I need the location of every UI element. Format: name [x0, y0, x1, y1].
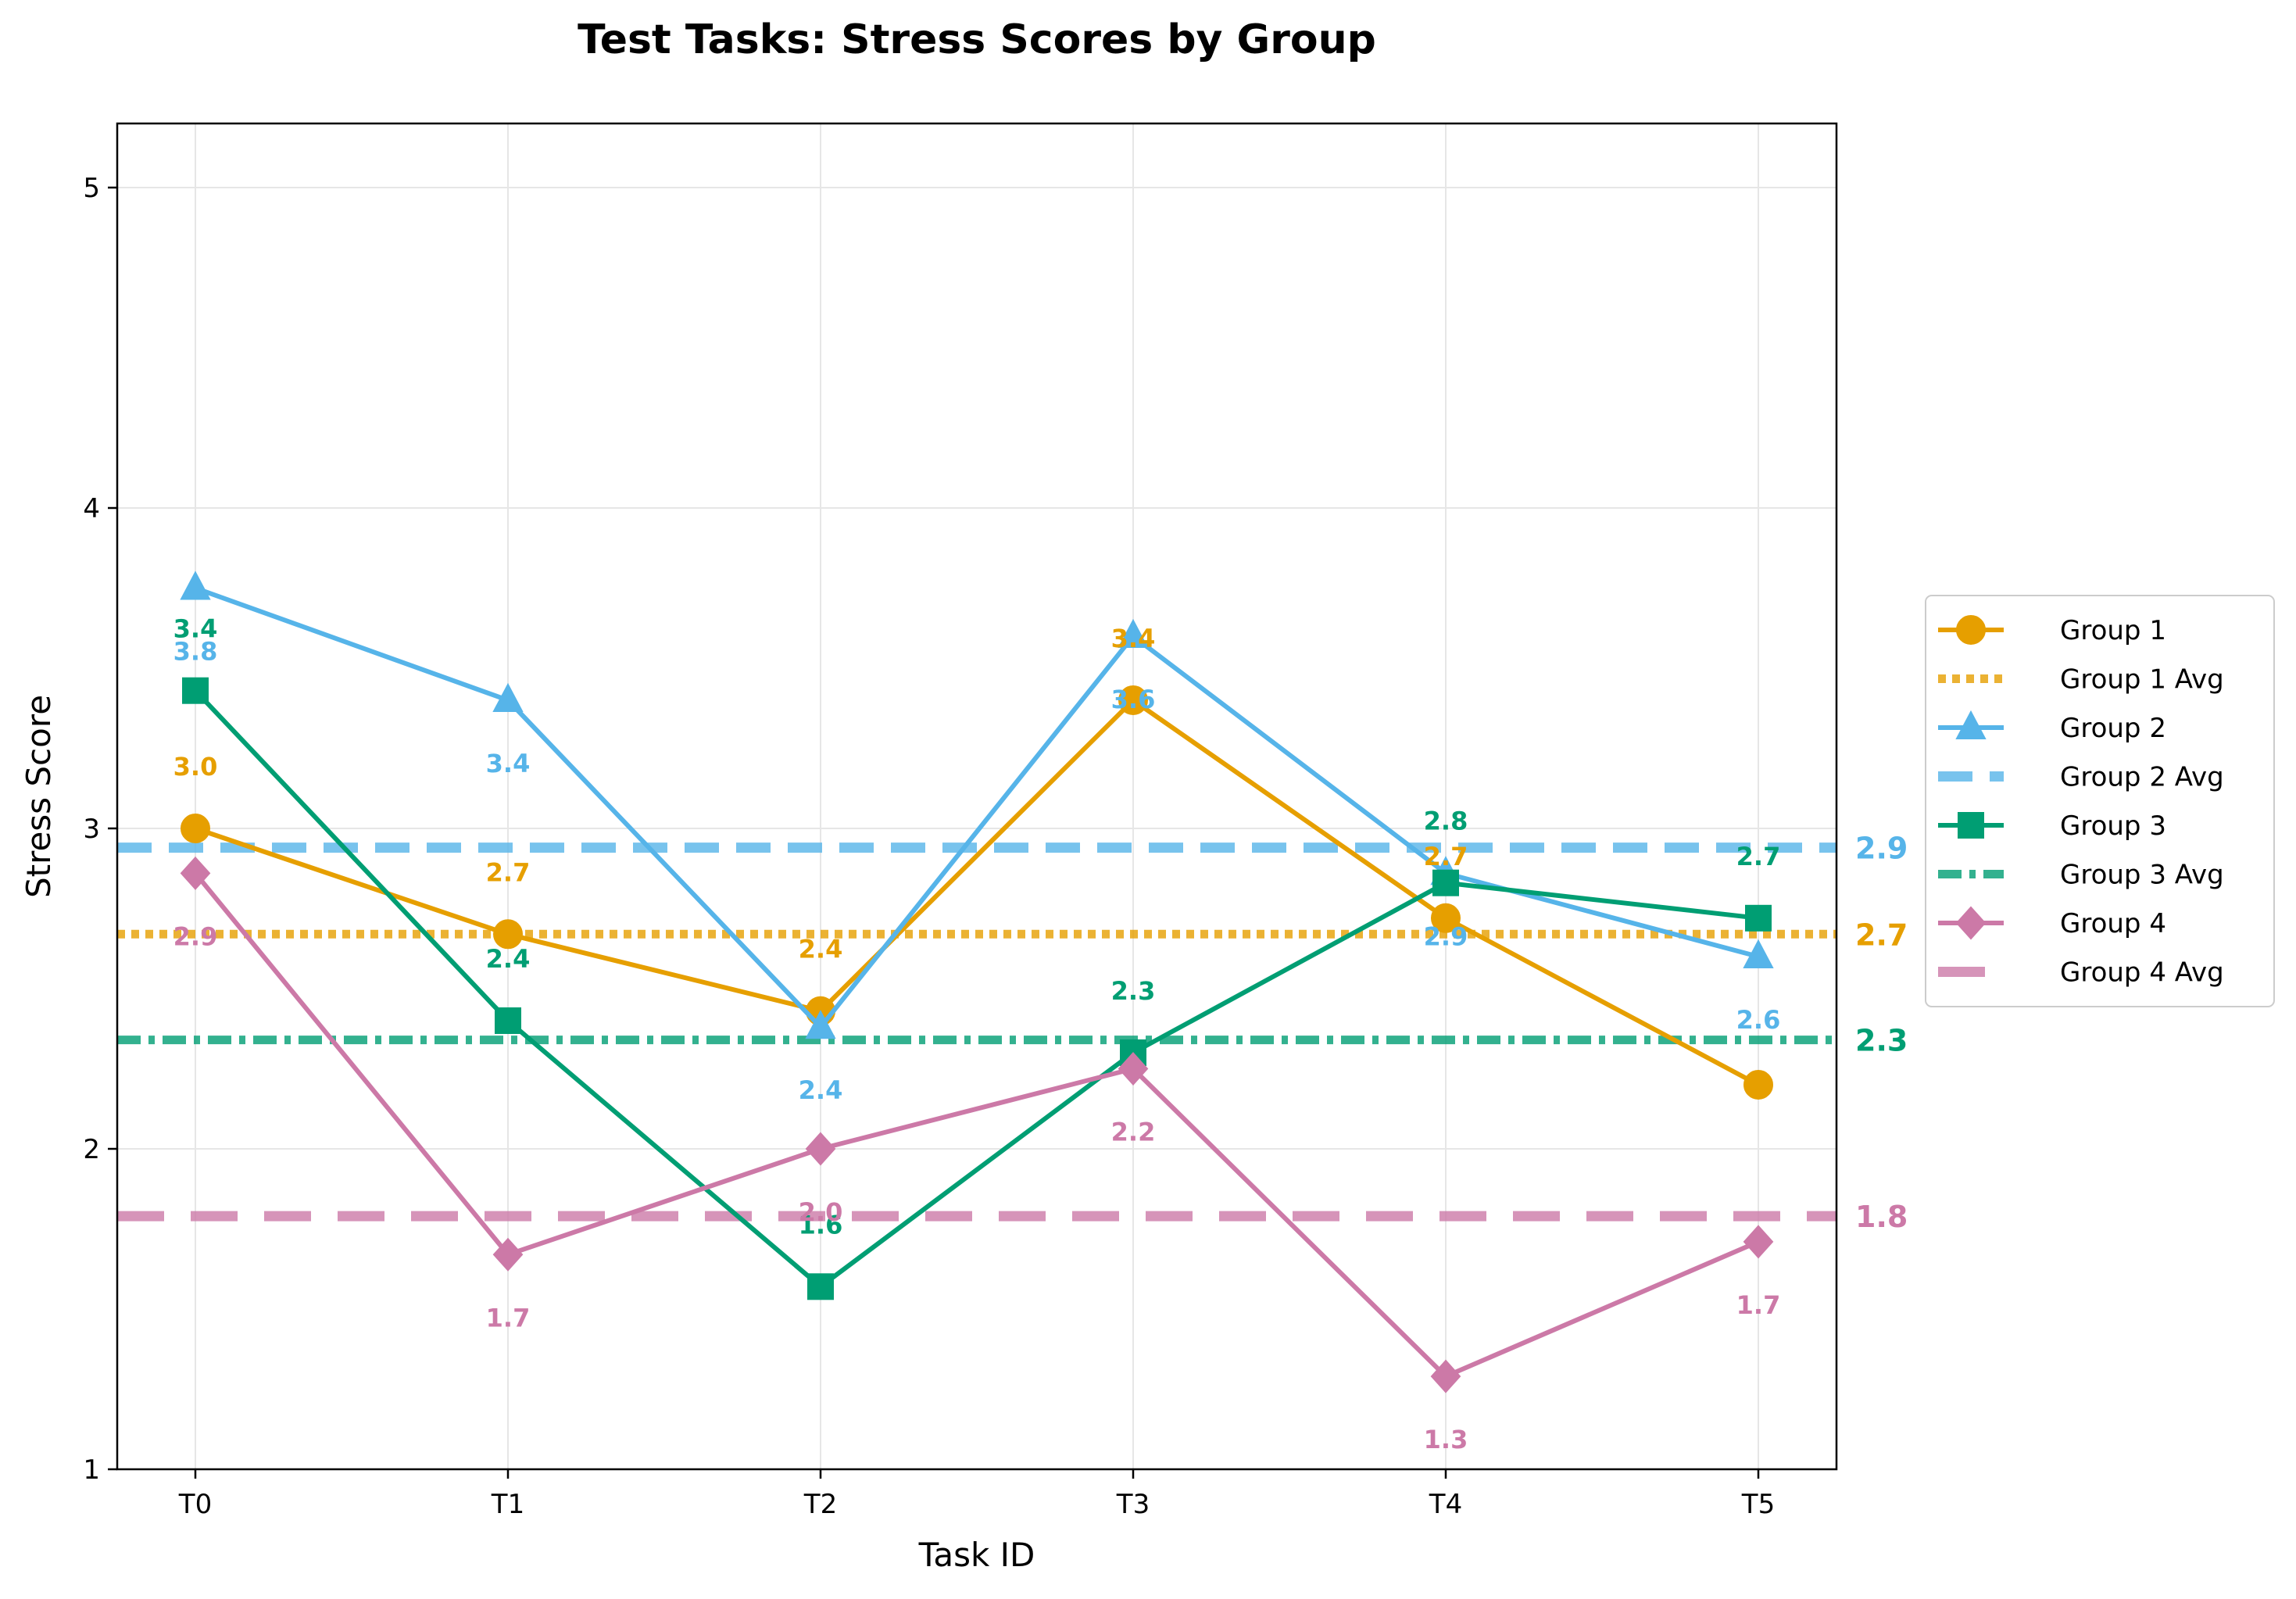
- data-label: 1.6: [799, 1210, 843, 1239]
- x-tick-label: T2: [803, 1489, 837, 1520]
- y-tick-label: 2: [83, 1134, 100, 1165]
- y-axis-label: Stress Score: [20, 695, 58, 898]
- data-point: [1958, 812, 1984, 839]
- data-label: 2.9: [173, 921, 218, 951]
- x-tick-label: T1: [491, 1489, 524, 1520]
- data-point: [1745, 904, 1772, 932]
- axes: T0 T1 T2 T3 T4 T5 1 2 3 4 5: [83, 173, 1775, 1520]
- data-point: [1431, 903, 1461, 933]
- data-label: 2.4: [799, 1075, 843, 1105]
- data-point: [1118, 618, 1149, 648]
- data-label: 3.6: [1111, 685, 1156, 714]
- data-label: 2.4: [486, 944, 531, 974]
- data-label: 1.7: [1736, 1290, 1781, 1320]
- data-label: 3.0: [173, 752, 218, 782]
- data-point: [1955, 710, 1987, 739]
- legend-label: Group 4 Avg: [2060, 957, 2224, 989]
- legend-label: Group 2 Avg: [2060, 762, 2224, 793]
- legend-label: Group 3 Avg: [2060, 860, 2224, 891]
- data-point: [807, 1273, 834, 1300]
- data-point: [492, 682, 524, 712]
- average-value-label: 2.3: [1855, 1024, 1908, 1058]
- data-point: [495, 1007, 521, 1034]
- data-label: 2.3: [1111, 976, 1156, 1006]
- legend-label: Group 1 Avg: [2060, 664, 2224, 696]
- average-value-label: 2.7: [1855, 918, 1908, 952]
- data-point: [805, 1132, 836, 1166]
- data-label: 2.2: [1111, 1118, 1156, 1147]
- data-label: 3.4: [486, 749, 531, 778]
- data-point: [493, 919, 523, 950]
- y-tick-label: 1: [83, 1454, 100, 1486]
- data-point: [805, 1010, 836, 1039]
- x-tick-label: T5: [1741, 1489, 1775, 1520]
- plot-frame: [116, 122, 1838, 1471]
- x-tick-label: T3: [1116, 1489, 1150, 1520]
- data-point: [1743, 939, 1774, 968]
- data-labels: 3.02.72.43.42.73.83.42.43.62.92.63.42.41…: [173, 614, 1781, 1454]
- series-lines: [180, 571, 1774, 1393]
- legend-label: Group 4: [2060, 908, 2166, 939]
- series-2: [180, 571, 1774, 1039]
- average-value-labels: 2.7 2.9 2.3 1.8: [1855, 832, 1908, 1235]
- series-line: [193, 689, 1759, 1290]
- data-label: 2.0: [799, 1197, 843, 1227]
- legend-label: Group 2: [2060, 713, 2166, 744]
- data-label: 3.4: [1111, 624, 1156, 653]
- x-axis-label: Task ID: [918, 1536, 1035, 1574]
- data-point: [1955, 906, 1987, 940]
- legend-box: [1925, 595, 2275, 1007]
- legend-item: Group 3: [1938, 810, 2166, 842]
- data-point: [1743, 1225, 1774, 1259]
- y-tick-label: 3: [83, 814, 100, 845]
- series-line: [193, 871, 1760, 1379]
- data-label: 3.4: [173, 614, 218, 644]
- legend-label: Group 1: [2060, 615, 2166, 646]
- grid: [117, 123, 1836, 1470]
- data-point: [180, 856, 211, 890]
- legend-item: Group 2: [1938, 710, 2166, 744]
- chart-title: Test Tasks: Stress Scores by Group: [578, 16, 1376, 63]
- data-point: [180, 571, 211, 600]
- data-label: 2.6: [1736, 1005, 1781, 1035]
- data-point: [1743, 1070, 1773, 1100]
- average-lines: [117, 842, 1836, 1222]
- data-label: 2.7: [1424, 842, 1468, 871]
- legend-item: Group 1: [1938, 615, 2166, 646]
- series-3: [182, 677, 1772, 1300]
- legend-label: Group 3: [2060, 810, 2166, 842]
- data-point: [1430, 1359, 1461, 1393]
- data-label: 2.9: [1424, 921, 1468, 951]
- data-label: 3.8: [173, 637, 218, 667]
- series-4: [180, 856, 1774, 1393]
- data-point: [1432, 869, 1459, 896]
- average-value-label: 2.9: [1855, 832, 1908, 866]
- data-label: 2.8: [1424, 807, 1468, 836]
- data-label: 1.7: [486, 1303, 531, 1332]
- legend-item: Group 4 Avg: [1938, 957, 2224, 989]
- data-point: [1956, 615, 1986, 645]
- y-tick-label: 4: [83, 493, 100, 524]
- legend-item: Group 4: [1938, 906, 2166, 940]
- data-label: 2.4: [799, 935, 843, 964]
- data-label: 2.7: [486, 857, 531, 887]
- legend: Group 1 Group 1 Avg Group 2 Group 2 Avg Grou…: [1925, 595, 2275, 1007]
- data-label: 2.7: [1736, 842, 1781, 871]
- legend-item: Group 1 Avg: [1938, 664, 2224, 696]
- data-point: [1118, 1052, 1149, 1086]
- data-point: [492, 1237, 524, 1272]
- data-point: [1118, 685, 1148, 715]
- y-tick-label: 5: [83, 173, 100, 204]
- data-point: [182, 677, 209, 704]
- data-point: [181, 814, 210, 843]
- legend-item: Group 3 Avg: [1938, 860, 2224, 891]
- series-line: [195, 698, 1760, 1087]
- legend-item: Group 2 Avg: [1938, 762, 2224, 793]
- x-tick-label: T4: [1429, 1489, 1462, 1520]
- data-label: 1.3: [1424, 1425, 1468, 1454]
- average-value-label: 1.8: [1855, 1200, 1908, 1234]
- x-tick-label: T0: [178, 1489, 212, 1520]
